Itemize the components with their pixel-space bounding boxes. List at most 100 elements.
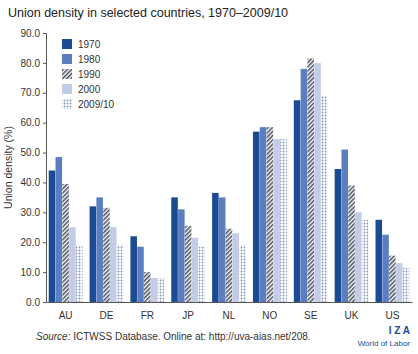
chart: Union density in selected countries, 197… xyxy=(0,0,418,354)
y-tick-mark xyxy=(43,242,46,243)
bar xyxy=(307,58,314,302)
x-axis-line xyxy=(47,302,413,303)
bar xyxy=(321,96,328,302)
title: Union density in selected countries, 197… xyxy=(8,6,288,20)
y-tick: 50.0 xyxy=(21,147,46,158)
bar xyxy=(280,139,287,302)
bar xyxy=(355,212,362,302)
x-tick: JP xyxy=(182,310,194,321)
series-bars xyxy=(49,100,382,302)
y-tick-label: 60.0 xyxy=(21,117,41,128)
x-tick: US xyxy=(385,310,399,321)
y-tick: 90.0 xyxy=(21,28,46,39)
x-axis: AU DE FR JP NL NO SE UK US xyxy=(47,303,413,322)
bar xyxy=(151,278,158,302)
bar xyxy=(335,169,342,302)
y-tick-label: 80.0 xyxy=(21,58,41,69)
bar xyxy=(62,184,69,302)
bar xyxy=(314,63,321,302)
x-tick: SE xyxy=(304,310,318,321)
bar xyxy=(382,235,389,302)
x-tick-label: SE xyxy=(304,310,318,321)
y-tick: 20.0 xyxy=(21,237,46,248)
x-tick: UK xyxy=(345,310,359,321)
bar xyxy=(117,245,124,302)
legend-swatch xyxy=(62,69,72,79)
y-tick-mark xyxy=(43,33,46,34)
x-tick-label: JP xyxy=(182,310,194,321)
y-axis: 0.010.020.030.040.050.060.070.080.090.0 xyxy=(21,28,47,308)
y-tick-mark xyxy=(43,182,46,183)
x-tick-label: NO xyxy=(262,310,277,321)
legend-swatch xyxy=(62,99,72,109)
series-bars xyxy=(69,63,402,302)
y-tick-mark xyxy=(43,272,46,273)
x-tick-label: DE xyxy=(100,310,114,321)
bar xyxy=(130,236,137,302)
x-tick-label: FR xyxy=(141,310,154,321)
y-tick: 30.0 xyxy=(21,207,46,218)
legend-swatch xyxy=(62,84,72,94)
y-tick: 40.0 xyxy=(21,177,46,188)
y-axis-line xyxy=(43,34,47,303)
x-tick: DE xyxy=(100,310,114,321)
bar xyxy=(253,132,260,302)
bar xyxy=(171,197,178,302)
bar xyxy=(219,197,226,302)
bar xyxy=(267,127,274,302)
logo: I Z A xyxy=(389,325,410,336)
bar xyxy=(233,233,240,302)
y-tick: 80.0 xyxy=(21,58,46,69)
y-tick-label: 20.0 xyxy=(21,237,41,248)
y-tick-mark xyxy=(43,123,46,124)
bar xyxy=(348,185,355,302)
series-bars xyxy=(76,96,409,302)
bar xyxy=(389,256,396,302)
legend-swatch xyxy=(62,54,72,64)
bar xyxy=(396,263,403,302)
y-tick-label: 40.0 xyxy=(21,177,41,188)
legend-label: 1990 xyxy=(78,69,101,80)
x-tick-label: UK xyxy=(345,310,359,321)
y-tick-mark xyxy=(43,93,46,94)
bar xyxy=(341,150,348,302)
y-tick-label: 0.0 xyxy=(26,297,40,308)
bar xyxy=(226,229,233,302)
bar xyxy=(56,157,63,302)
y-tick: 70.0 xyxy=(21,87,46,98)
x-tick: FR xyxy=(141,310,154,321)
legend-label: 2000 xyxy=(78,84,101,95)
y-tick-label: 50.0 xyxy=(21,147,41,158)
x-tick-label: NL xyxy=(223,310,236,321)
legend-label: 1970 xyxy=(78,39,101,50)
series-bars xyxy=(56,69,389,302)
bar xyxy=(49,170,56,302)
legend-label: 1980 xyxy=(78,54,101,65)
y-tick-mark xyxy=(43,63,46,64)
y-tick-mark xyxy=(43,212,46,213)
y-axis-title: Union density (%) xyxy=(2,126,14,209)
y-tick-label: 30.0 xyxy=(21,207,41,218)
bars xyxy=(49,58,410,302)
bar xyxy=(376,220,383,302)
x-tick-label: US xyxy=(385,310,399,321)
bar xyxy=(90,206,97,302)
y-tick-label: 70.0 xyxy=(21,87,41,98)
bar xyxy=(199,247,206,302)
legend-label: 2009/10 xyxy=(78,99,115,110)
x-tick-label: AU xyxy=(59,310,73,321)
bar xyxy=(362,220,369,302)
bar xyxy=(273,139,280,302)
bar xyxy=(239,245,246,302)
x-tick: NL xyxy=(223,310,236,321)
bar xyxy=(294,100,301,302)
legend-swatch xyxy=(62,39,72,49)
bar xyxy=(110,227,117,302)
bar xyxy=(212,193,219,302)
y-tick-mark xyxy=(43,153,46,154)
x-tick: NO xyxy=(262,310,277,321)
bar xyxy=(96,197,103,302)
bar xyxy=(76,245,83,302)
y-tick-label: 90.0 xyxy=(21,28,41,39)
source: Source: ICTWSS Database. Online at: http… xyxy=(36,331,311,342)
